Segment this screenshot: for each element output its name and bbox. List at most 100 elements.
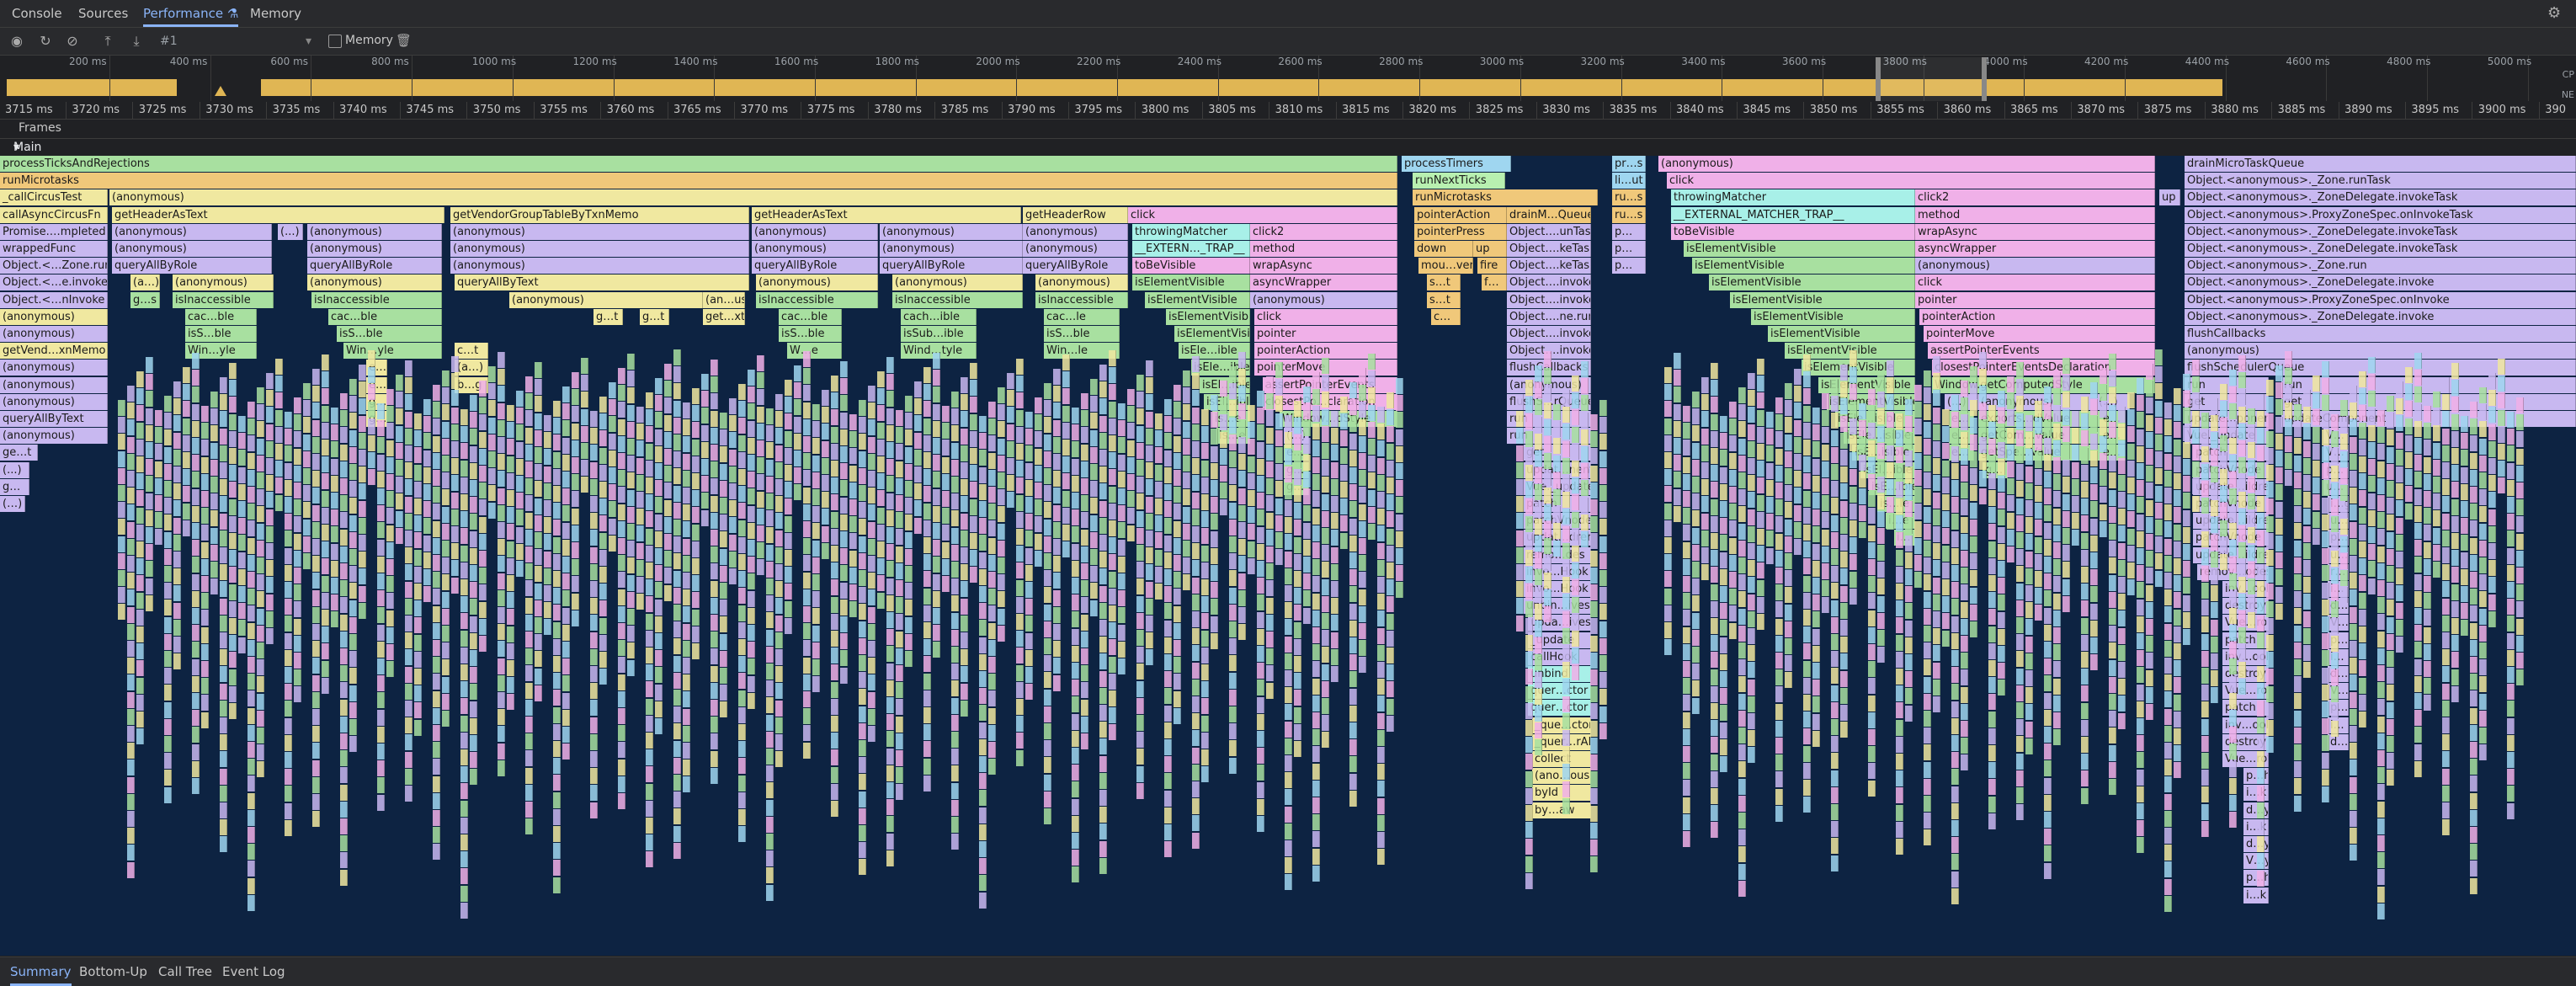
flame-call-block[interactable] bbox=[711, 546, 718, 562]
flame-call-block[interactable] bbox=[1174, 385, 1181, 401]
flame-call-block[interactable] bbox=[1340, 448, 1348, 464]
flame-call-block[interactable] bbox=[1359, 504, 1366, 520]
flame-call-block[interactable] bbox=[2053, 406, 2061, 422]
flame-call-block[interactable] bbox=[738, 418, 746, 434]
flame-call-block[interactable] bbox=[2350, 556, 2357, 572]
flame-call-block[interactable] bbox=[2211, 653, 2218, 669]
flame-call-block[interactable] bbox=[1053, 675, 1061, 691]
flame-call-block[interactable] bbox=[2377, 665, 2385, 681]
flame-call-block[interactable] bbox=[859, 740, 866, 756]
flame-call-block[interactable] bbox=[923, 674, 931, 690]
flame-call-block[interactable] bbox=[136, 593, 144, 609]
flame-call-block[interactable] bbox=[738, 707, 746, 723]
flame-call-block[interactable] bbox=[1914, 470, 1922, 486]
flame-call-block[interactable] bbox=[1831, 413, 1839, 429]
flame-call-block[interactable] bbox=[2433, 562, 2440, 578]
flame-call-block[interactable] bbox=[192, 574, 200, 590]
flame-call-block[interactable] bbox=[1590, 516, 1598, 532]
flame-call-block[interactable] bbox=[2183, 612, 2190, 628]
flame-call-block[interactable] bbox=[220, 666, 227, 682]
flame-call-block[interactable] bbox=[1590, 636, 1598, 652]
flame-call-block[interactable]: (...) bbox=[278, 224, 303, 240]
flame-call-block[interactable] bbox=[2229, 795, 2237, 811]
flame-call-block[interactable] bbox=[775, 530, 783, 546]
flame-call-block[interactable] bbox=[1664, 554, 1672, 570]
flame-call-block[interactable] bbox=[2257, 734, 2265, 750]
flame-call-block[interactable] bbox=[1961, 449, 1968, 465]
flame-call-block[interactable] bbox=[1377, 832, 1385, 848]
flame-call-block[interactable] bbox=[775, 462, 783, 478]
flame-call-block[interactable] bbox=[2257, 632, 2265, 648]
flame-call-block[interactable] bbox=[1868, 661, 1876, 677]
flame-call-block[interactable] bbox=[2025, 483, 2033, 499]
flame-call-block[interactable] bbox=[1525, 788, 1533, 804]
flame-call-block[interactable] bbox=[1961, 636, 1968, 652]
flame-call-block[interactable] bbox=[1109, 350, 1116, 366]
flame-call-block[interactable] bbox=[2387, 514, 2394, 530]
flame-call-block[interactable] bbox=[905, 498, 913, 514]
flame-call-block[interactable] bbox=[1016, 410, 1024, 426]
flame-call-block[interactable] bbox=[2109, 405, 2116, 421]
flame-call-block[interactable] bbox=[757, 424, 764, 440]
flame-call-block[interactable] bbox=[701, 459, 709, 475]
flame-call-block[interactable] bbox=[257, 761, 264, 777]
flame-call-block[interactable] bbox=[2164, 589, 2172, 605]
flame-call-block[interactable] bbox=[988, 470, 996, 486]
flame-call-block[interactable] bbox=[1711, 720, 1718, 736]
flame-call-block[interactable] bbox=[1831, 379, 1839, 395]
flame-call-block[interactable] bbox=[433, 555, 440, 571]
flame-call-block[interactable] bbox=[572, 372, 579, 388]
flame-call-block[interactable] bbox=[1590, 771, 1598, 787]
flame-call-block[interactable] bbox=[849, 466, 857, 482]
flame-call-block[interactable] bbox=[1535, 365, 1542, 381]
flame-call-block[interactable] bbox=[803, 504, 811, 520]
flame-call-block[interactable] bbox=[2387, 498, 2394, 514]
flame-call-block[interactable] bbox=[2294, 659, 2302, 675]
flame-call-block[interactable] bbox=[414, 447, 422, 463]
flame-call-block[interactable] bbox=[312, 386, 320, 402]
flame-call-block[interactable] bbox=[1201, 749, 1209, 765]
flame-call-block[interactable] bbox=[1062, 541, 1070, 557]
flame-call-block[interactable] bbox=[136, 440, 144, 456]
flame-call-block[interactable] bbox=[1905, 484, 1913, 500]
flame-call-block[interactable] bbox=[1007, 475, 1014, 491]
flame-call-block[interactable] bbox=[1553, 404, 1561, 420]
flame-call-block[interactable] bbox=[775, 479, 783, 495]
flame-call-block[interactable] bbox=[655, 701, 663, 717]
flame-call-block[interactable] bbox=[2127, 461, 2135, 477]
flame-call-block[interactable]: d…y bbox=[2243, 836, 2269, 852]
flame-call-block[interactable] bbox=[1016, 444, 1024, 460]
flame-call-block[interactable] bbox=[1331, 496, 1339, 512]
flame-call-block[interactable] bbox=[1785, 638, 1792, 654]
flame-call-block[interactable] bbox=[720, 514, 727, 530]
flame-call-block[interactable] bbox=[618, 487, 625, 503]
flame-call-block[interactable] bbox=[405, 734, 412, 750]
flame-call-block[interactable] bbox=[192, 353, 200, 369]
flame-call-block[interactable] bbox=[2433, 545, 2440, 561]
flame-call-block[interactable] bbox=[544, 534, 551, 550]
flame-call-block[interactable] bbox=[1044, 690, 1051, 706]
flame-call-block[interactable] bbox=[1738, 609, 1746, 625]
flame-call-block[interactable] bbox=[1201, 579, 1209, 595]
flame-call-block[interactable] bbox=[1951, 820, 1959, 836]
flame-call-block[interactable] bbox=[1590, 788, 1598, 804]
flame-call-block[interactable] bbox=[2229, 727, 2237, 743]
flame-call-block[interactable] bbox=[748, 557, 755, 573]
flame-call-block[interactable] bbox=[979, 569, 987, 585]
flame-call-block[interactable] bbox=[2072, 496, 2079, 512]
flame-call-block[interactable] bbox=[2053, 729, 2061, 745]
flame-call-block[interactable] bbox=[2322, 548, 2329, 564]
flame-call-block[interactable] bbox=[1720, 739, 1727, 755]
flame-call-block[interactable] bbox=[1174, 606, 1181, 622]
flame-call-block[interactable] bbox=[1525, 380, 1533, 396]
flame-call-block[interactable] bbox=[859, 570, 866, 586]
flame-call-block[interactable] bbox=[2377, 444, 2385, 460]
flame-call-block[interactable] bbox=[414, 550, 422, 566]
flame-call-block[interactable] bbox=[2007, 376, 2014, 392]
flame-call-block[interactable] bbox=[859, 791, 866, 807]
flame-call-block[interactable] bbox=[201, 576, 209, 592]
flame-call-block[interactable] bbox=[988, 623, 996, 639]
flame-call-block[interactable] bbox=[1192, 526, 1200, 542]
flame-call-block[interactable] bbox=[1933, 560, 1940, 576]
flame-call-block[interactable] bbox=[535, 669, 542, 685]
